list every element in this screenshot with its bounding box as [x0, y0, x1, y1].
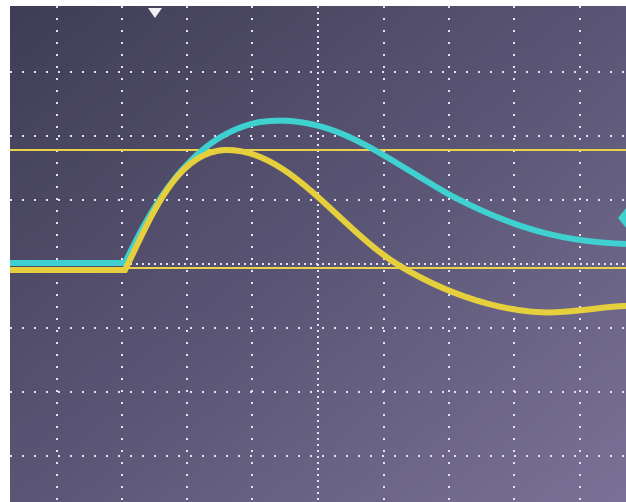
oscilloscope-photo	[0, 0, 626, 502]
page	[0, 0, 626, 502]
